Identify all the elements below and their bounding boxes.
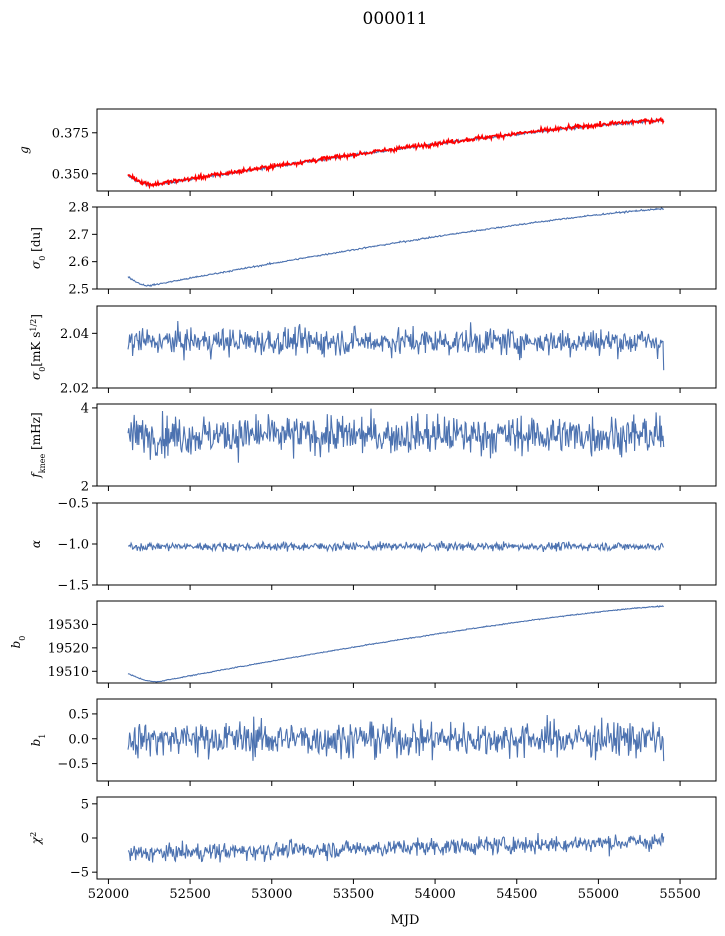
- y-tick-label: −1.5: [57, 579, 89, 594]
- x-tick-label: 52500: [169, 887, 210, 902]
- y-axis-label: χ2: [29, 832, 44, 845]
- y-tick-label: 0.0: [68, 732, 89, 747]
- x-tick-label: 52000: [88, 887, 129, 902]
- panel-3: 2.02 2.04 σ0[mK s1/2]: [29, 305, 717, 397]
- y-tick-label: 0.375: [52, 126, 89, 141]
- x-tick-label: 55500: [659, 887, 700, 902]
- figure-title: 000011: [363, 9, 428, 29]
- y-axis-label: σ0 [du]: [29, 227, 47, 269]
- y-tick-label: 0.5: [68, 707, 89, 722]
- y-tick-label: −5: [70, 866, 89, 881]
- y-tick-label: 4: [81, 401, 89, 416]
- y-tick-label: 2.02: [60, 382, 89, 397]
- axes-frame: [96, 403, 717, 487]
- y-tick-label: 19510: [48, 665, 89, 680]
- y-axis-label: α: [29, 540, 43, 548]
- panel-4: 2 4 fknee [mHz]: [29, 401, 717, 495]
- x-axis-label: MJD: [391, 913, 420, 928]
- y-axis-label: σ0[mK s1/2]: [29, 314, 47, 380]
- x-tick-label: 53500: [333, 887, 374, 902]
- axes-frame: [96, 600, 717, 684]
- series-line-1: [127, 832, 665, 863]
- y-tick-label: 0: [81, 832, 89, 847]
- axes-frame: [96, 108, 717, 192]
- series-line-1: [127, 408, 665, 463]
- panel-6: 19510 19520 19530 b0: [9, 600, 717, 688]
- panel-1: 0.350 0.375 g: [17, 108, 717, 196]
- y-tick-label: 2.04: [60, 327, 89, 342]
- y-axis-label: b0: [9, 636, 27, 649]
- series-line-2: [127, 116, 665, 190]
- y-tick-label: −0.5: [57, 757, 89, 772]
- y-tick-label: 2.6: [68, 255, 89, 270]
- y-tick-label: 19530: [48, 618, 89, 633]
- y-tick-label: 0.350: [52, 167, 89, 182]
- axes-frame: [96, 698, 717, 782]
- series-line-1: [128, 540, 665, 553]
- series-line-1: [127, 605, 664, 683]
- y-tick-label: −0.5: [57, 497, 89, 512]
- series-line-1: [127, 320, 665, 371]
- y-axis-label: b1: [29, 734, 47, 747]
- y-axis-label: fknee [mHz]: [29, 412, 47, 478]
- panel-8: −5 0 5 52000 52500 53000 53500 54000 54500 55000 5…: [29, 796, 717, 902]
- x-tick-label: 54000: [414, 887, 455, 902]
- y-tick-label: 5: [81, 797, 89, 812]
- x-tick-label: 55000: [578, 887, 619, 902]
- y-tick-label: 2: [81, 480, 89, 495]
- y-tick-label: 2.7: [68, 228, 89, 243]
- panel-2: 2.5 2.6 2.7 2.8 σ0 [du]: [29, 201, 717, 298]
- y-axis-label: g: [17, 146, 31, 154]
- axes-frame: [96, 305, 717, 389]
- series-line-1: [127, 714, 665, 762]
- x-tick-label: 53000: [251, 887, 292, 902]
- axes-frame: [96, 796, 717, 880]
- y-tick-label: 2.5: [68, 283, 89, 298]
- panel-7: −0.5 0.0 0.5 b1: [29, 698, 717, 786]
- y-tick-label: 19520: [48, 641, 89, 656]
- x-tick-label: 54500: [496, 887, 537, 902]
- y-tick-label: −1.0: [57, 538, 89, 553]
- series-line-1: [127, 207, 664, 288]
- panel-5: −1.5 −1.0 −0.5 α: [29, 497, 717, 594]
- y-tick-label: 2.8: [68, 201, 89, 216]
- axes-frame: [96, 206, 717, 290]
